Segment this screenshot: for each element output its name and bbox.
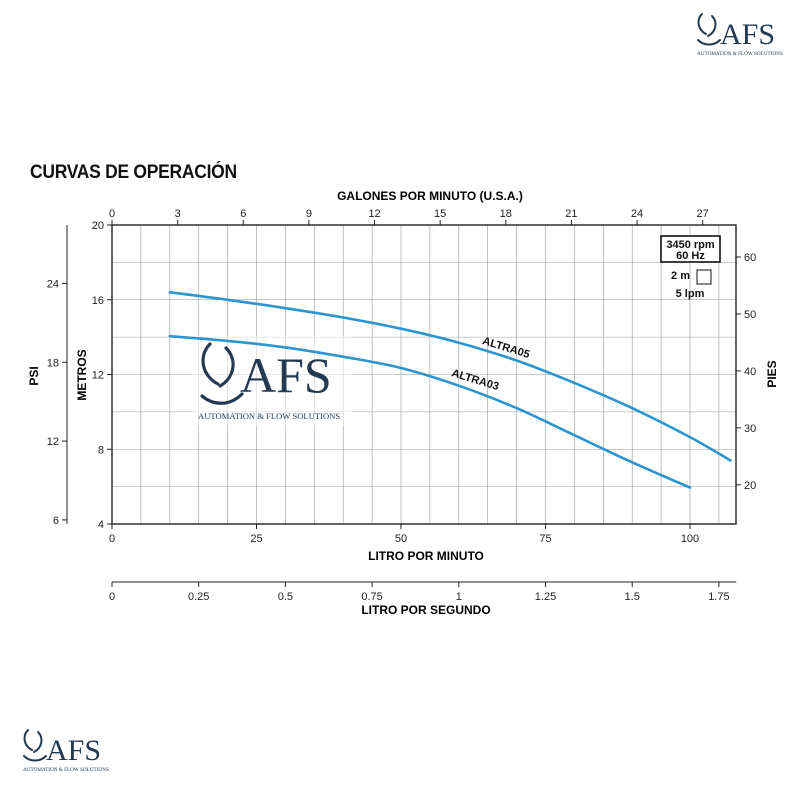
feet-tick-label: 60 [744, 252, 756, 264]
x-tick-label: 50 [395, 533, 407, 545]
lps-tick-label: 0.5 [278, 591, 293, 603]
lps-tick-label: 1.25 [535, 591, 556, 603]
wave-watermark-icon [200, 342, 244, 405]
brand-tagline-bottom: AUTOMATION & FLOW SOLUTIONS [23, 767, 109, 773]
top-tick-label: 21 [565, 208, 577, 220]
top-tick-label: 0 [109, 208, 115, 220]
feet-tick-label: 30 [744, 423, 756, 435]
series-layer [168, 291, 732, 489]
legend-speed-box [660, 235, 721, 263]
brand-logo-top: AFS AUTOMATION & FLOW SOLUTIONS [697, 13, 783, 57]
legend-grid-m: 2 m [671, 270, 690, 282]
watermark-backdrop [192, 336, 352, 426]
y-tick-label: 12 [92, 370, 104, 382]
watermark-logo: AFS AUTOMATION & FLOW SOLUTIONS [192, 336, 352, 426]
lps-tick-label: 0.75 [361, 591, 382, 603]
top-tick-label: 12 [368, 208, 380, 220]
top-tick-label: 27 [697, 208, 709, 220]
watermark-tagline: AUTOMATION & FLOW SOLUTIONS [198, 411, 340, 421]
legend-hz: 60 Hz [676, 250, 705, 262]
psi-tick-label: 18 [47, 357, 59, 369]
feet-tick-label: 20 [744, 480, 756, 492]
x-tick-label: 0 [109, 533, 115, 545]
feet-tick-label: 50 [744, 309, 756, 321]
series-line-altra05 [168, 291, 732, 462]
lps-axis-title: LITRO POR SEGUNDO [361, 603, 490, 617]
feet-axis-title: PIES [765, 360, 779, 387]
feet-tick-label: 40 [744, 366, 756, 378]
y-axis-title: METROS [75, 349, 89, 400]
top-axis-title: GALONES POR MINUTO (U.S.A.) [337, 189, 523, 203]
x-tick-label: 100 [681, 533, 699, 545]
y-tick-label: 4 [98, 519, 104, 531]
legend: 3450 rpm 60 Hz 2 m 5 lpm [660, 235, 721, 300]
legend-grid-lpm: 5 lpm [676, 288, 705, 300]
wave-logo-icon [697, 13, 721, 46]
wave-logo-bottom-icon [23, 729, 47, 762]
lps-tick-label: 1 [456, 591, 462, 603]
page-title: CURVAS DE OPERACIÓN [30, 162, 237, 183]
lps-tick-label: 1.5 [625, 591, 640, 603]
axes-layer [62, 220, 741, 587]
lps-tick-label: 1.75 [708, 591, 729, 603]
y-tick-label: 16 [92, 295, 104, 307]
psi-tick-label: 6 [53, 515, 59, 527]
psi-axis-title: PSI [27, 366, 41, 385]
x-axis-title: LITRO POR MINUTO [368, 549, 484, 563]
top-tick-label: 6 [240, 208, 246, 220]
y-tick-label: 20 [92, 220, 104, 232]
top-tick-label: 9 [306, 208, 312, 220]
legend-grid-square [696, 269, 712, 285]
top-tick-label: 24 [631, 208, 643, 220]
top-tick-label: 18 [500, 208, 512, 220]
top-tick-label: 3 [175, 208, 181, 220]
brand-logo-bottom: AFS AUTOMATION & FLOW SOLUTIONS [23, 729, 109, 773]
series-line-altra03 [168, 334, 692, 489]
watermark-brand-name: AFS [240, 347, 332, 403]
lps-tick-label: 0.25 [188, 591, 209, 603]
series-label-altra03: ALTRA03 [450, 367, 500, 393]
brand-name-top: AFS [720, 18, 775, 51]
psi-tick-label: 24 [47, 278, 59, 290]
lps-tick-label: 0 [109, 591, 115, 603]
legend-rpm: 3450 rpm [666, 239, 715, 251]
x-tick-label: 75 [539, 533, 551, 545]
brand-name-bottom: AFS [46, 734, 101, 767]
brand-tagline-top: AUTOMATION & FLOW SOLUTIONS [697, 51, 783, 57]
y-tick-label: 8 [98, 444, 104, 456]
x-tick-label: 25 [250, 533, 262, 545]
top-tick-label: 15 [434, 208, 446, 220]
psi-tick-label: 12 [47, 436, 59, 448]
